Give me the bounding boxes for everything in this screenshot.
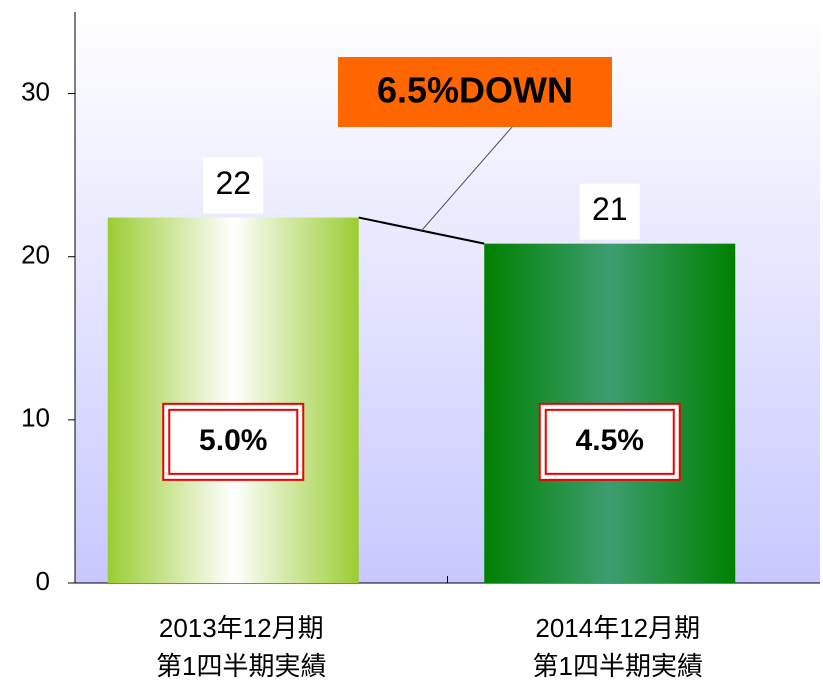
annotation-box-inner xyxy=(168,408,299,475)
bar xyxy=(107,217,359,583)
value-label: 22 xyxy=(215,165,251,201)
y-tick-label: 30 xyxy=(21,76,50,106)
bar-annotation: 5.0% xyxy=(199,424,267,457)
x-tick-label: 第1四半期実績 xyxy=(156,651,326,681)
annotation-box-inner xyxy=(544,408,675,475)
y-tick-label: 20 xyxy=(21,240,50,270)
x-tick-label: 第1四半期実績 xyxy=(533,651,703,681)
callout: 6.5%DOWN xyxy=(377,70,573,111)
x-tick-label: 2014年12月期 xyxy=(535,613,700,643)
leader-line xyxy=(421,126,513,231)
value-label: 21 xyxy=(592,191,628,227)
x-tick-label: 2013年12月期 xyxy=(159,613,324,643)
value-label-box xyxy=(203,157,264,214)
callout-box xyxy=(338,57,612,127)
bar-annotation: 4.5% xyxy=(576,424,644,457)
y-tick-label: 0 xyxy=(36,566,50,596)
y-tick-label: 10 xyxy=(21,403,50,433)
value-label-box xyxy=(579,183,640,240)
